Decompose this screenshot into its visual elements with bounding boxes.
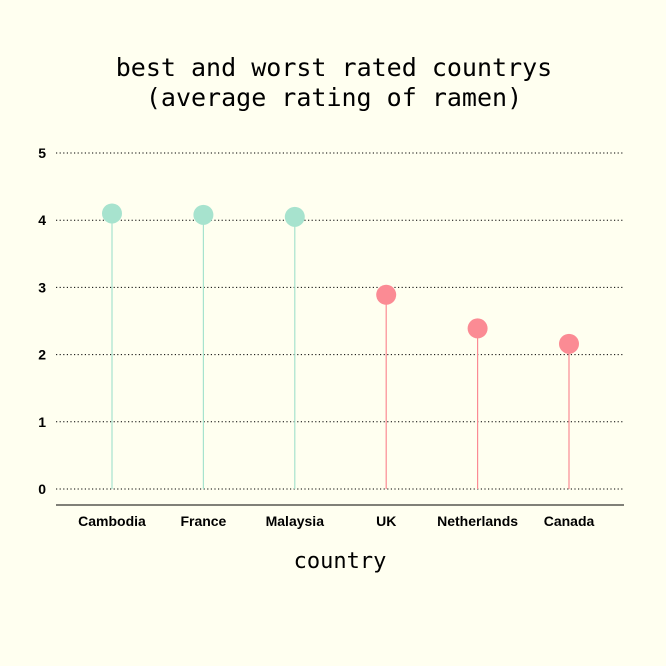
x-tick-label: Canada <box>544 513 595 529</box>
lollipop-dot <box>193 204 214 225</box>
x-axis-ticks: Cambodia France Malaysia UK Netherlands Canad… <box>78 513 594 529</box>
x-tick-label: UK <box>376 513 396 529</box>
x-tick-label: Cambodia <box>78 513 146 529</box>
lollipop-dot <box>467 318 488 339</box>
lollipop-dot <box>284 206 305 227</box>
lollipop-stems <box>111 213 570 489</box>
y-tick-label: 3 <box>38 279 46 295</box>
x-tick-label: France <box>180 513 226 529</box>
lollipop-dot <box>376 284 397 305</box>
x-tick-label: Malaysia <box>266 513 325 529</box>
chart-title-line-1: best and worst rated countrys <box>116 53 553 82</box>
y-tick-label: 1 <box>38 414 46 430</box>
y-axis-ticks: 0 1 2 3 4 5 <box>38 145 46 497</box>
x-axis-label: country <box>294 549 387 574</box>
gridlines <box>56 152 624 490</box>
lollipop-dots <box>102 203 579 354</box>
y-tick-label: 4 <box>38 212 46 228</box>
y-tick-label: 2 <box>38 347 46 363</box>
chart-title: best and worst rated countrys (average r… <box>116 53 553 112</box>
lollipop-dot <box>102 203 122 224</box>
y-tick-label: 0 <box>38 481 46 497</box>
x-tick-label: Netherlands <box>437 513 518 529</box>
chart-title-line-2: (average rating of ramen) <box>146 83 522 112</box>
lollipop-dot <box>559 333 579 354</box>
y-tick-label: 5 <box>38 145 46 161</box>
